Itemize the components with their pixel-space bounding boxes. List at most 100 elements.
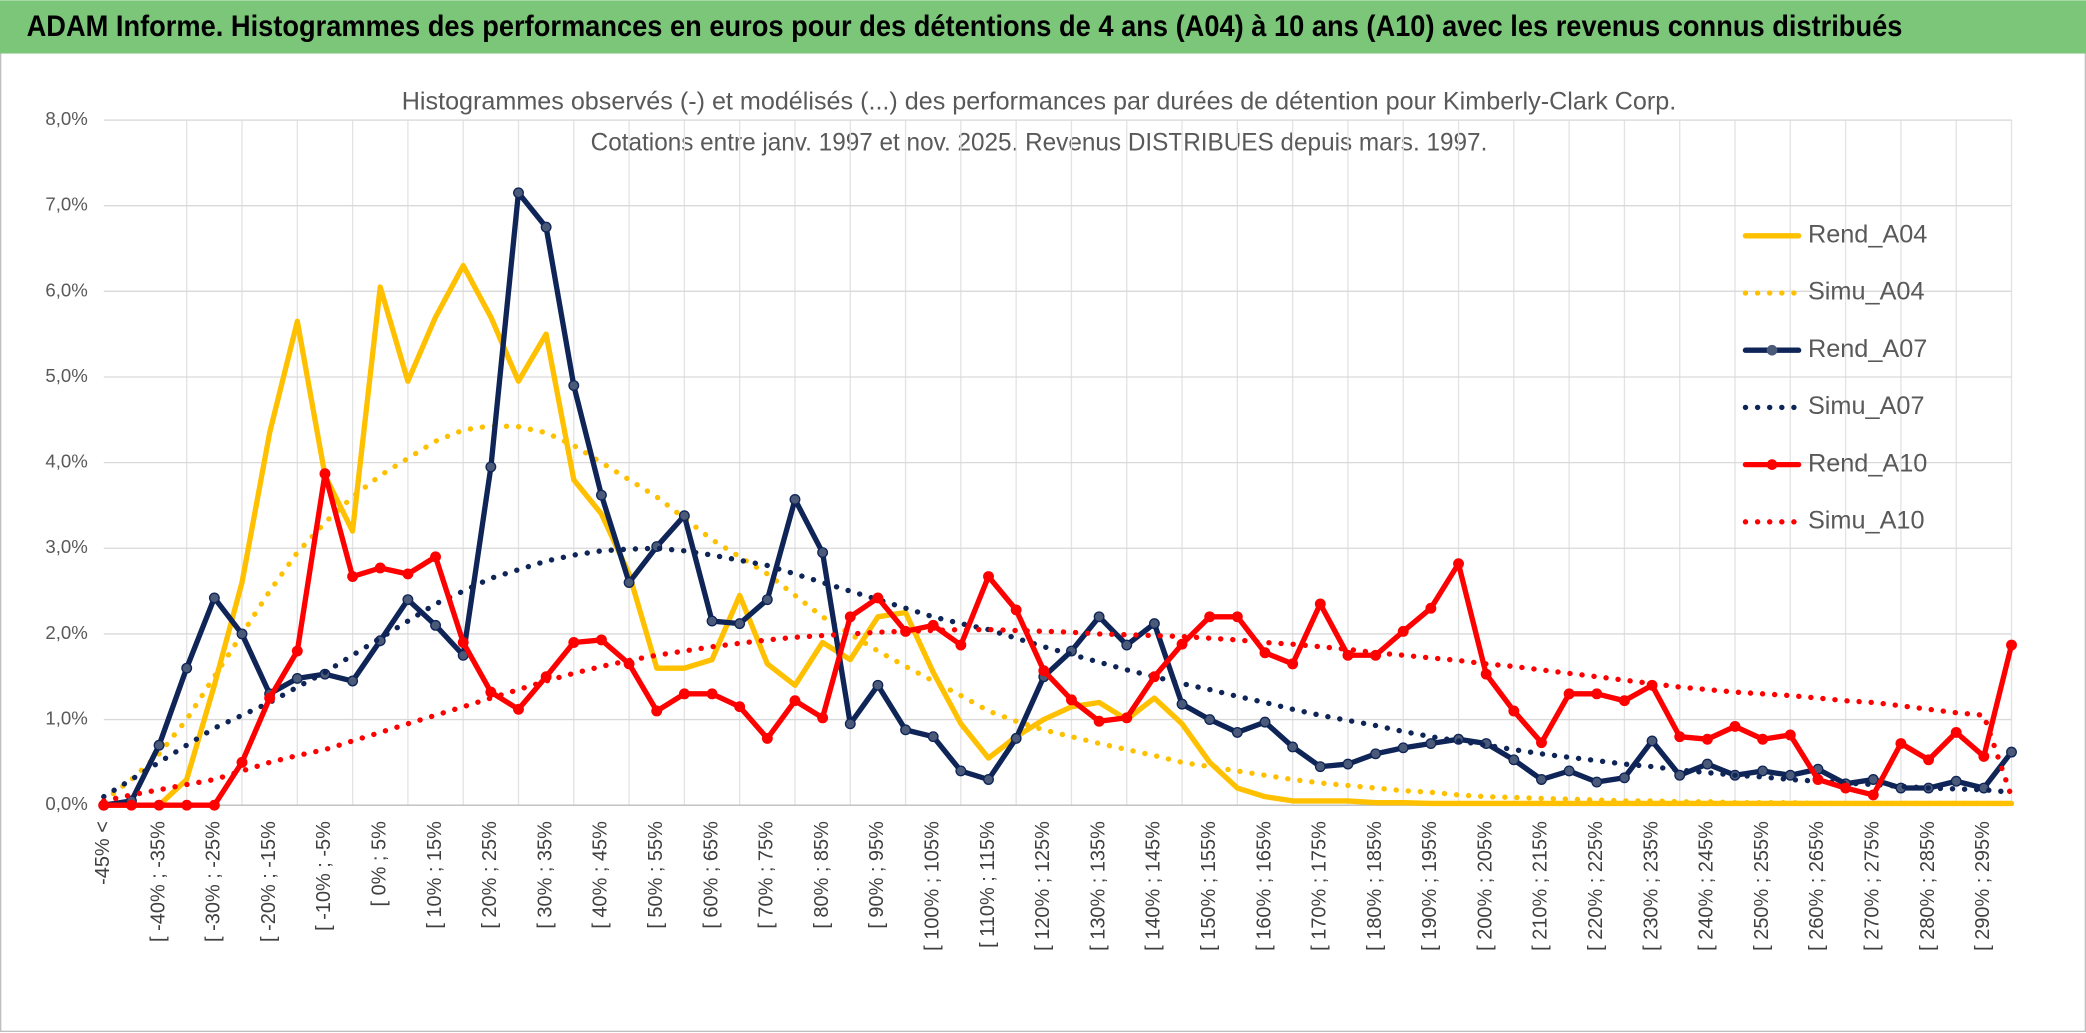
series-marker	[2006, 746, 2017, 758]
series-marker	[1867, 789, 1879, 801]
series-marker	[678, 510, 690, 522]
series-marker	[872, 592, 884, 604]
series-marker	[1010, 604, 1022, 616]
series-marker	[1342, 758, 1354, 770]
series-marker	[1646, 735, 1658, 747]
series-marker	[264, 692, 276, 704]
series-marker	[844, 718, 856, 730]
series-marker	[1342, 649, 1354, 661]
series-marker	[1563, 765, 1575, 777]
series-marker	[1923, 754, 1935, 766]
series-marker	[1757, 733, 1769, 745]
series-marker	[181, 799, 193, 811]
x-tick-label: [ 30% ; 35%	[534, 821, 556, 929]
series-marker	[1093, 611, 1105, 623]
x-tick-label: [ -10% ; -5%	[313, 821, 335, 931]
series-marker	[1536, 737, 1547, 749]
series-marker	[817, 712, 829, 724]
series-marker	[1121, 639, 1133, 651]
series-line	[101, 545, 2015, 800]
x-tick-label: [ 100% ; 105%	[921, 821, 943, 951]
x-tick-label: [ -30% ; -25%	[203, 821, 225, 942]
series-marker	[1370, 748, 1382, 760]
series-marker	[1701, 733, 1713, 745]
series-line	[101, 626, 2015, 804]
x-tick-label: [ 20% ; 25%	[479, 821, 501, 929]
series-marker	[485, 686, 497, 698]
legend-label: Simu_A07	[1808, 392, 1925, 420]
series-marker	[1176, 638, 1188, 650]
series-marker	[734, 701, 746, 713]
series-marker	[817, 547, 829, 558]
series-marker	[1148, 671, 1160, 683]
series-marker	[1397, 625, 1409, 637]
series-marker	[1148, 618, 1160, 630]
legend-label: Simu_A04	[1808, 278, 1925, 306]
series-marker	[900, 724, 912, 736]
series-marker	[1674, 731, 1686, 743]
x-tick-label: [ 0% ; 5%	[369, 821, 391, 907]
y-tick-label: 8,0%	[45, 108, 87, 129]
series-marker	[651, 705, 663, 717]
series-marker	[430, 551, 442, 563]
legend-marker	[1766, 459, 1778, 470]
series-line	[101, 262, 2015, 808]
series-marker	[236, 628, 248, 640]
series-marker	[1176, 698, 1188, 710]
series-marker	[1259, 647, 1271, 659]
series-marker	[1314, 598, 1326, 610]
series-marker	[485, 461, 497, 473]
series-marker	[623, 577, 635, 588]
series-marker	[208, 592, 220, 604]
x-tick-label: [ 110% ; 115%	[977, 821, 999, 948]
series-marker	[955, 639, 967, 651]
series-marker	[706, 615, 718, 627]
x-tick-label: [ -40% ; -35%	[147, 821, 169, 942]
series-marker	[595, 489, 607, 501]
series-marker	[125, 799, 137, 811]
x-tick-label: [ 280% ; 285%	[1917, 821, 1939, 951]
series-marker	[540, 221, 552, 233]
legend-label: Rend_A07	[1808, 335, 1927, 363]
series-marker	[208, 799, 220, 811]
series-marker	[457, 637, 469, 648]
series-marker	[1840, 782, 1852, 794]
legend-label: Rend_A10	[1808, 449, 1927, 477]
x-tick-label: [ 180% ; 185%	[1364, 821, 1386, 951]
x-tick-label: [ 260% ; 265%	[1806, 821, 1828, 951]
series-line	[101, 190, 2015, 808]
series-marker	[1701, 758, 1713, 770]
x-tick-label: [ 150% ; 155%	[1198, 821, 1220, 951]
series-marker	[1950, 775, 1962, 787]
chart-subtitle: Cotations entre janv. 1997 et nov. 2025.…	[591, 129, 1488, 157]
x-tick-label: [ 200% ; 205%	[1474, 821, 1496, 951]
legend-label: Simu_A10	[1808, 506, 1925, 534]
series-marker	[1784, 729, 1796, 741]
series-marker	[1121, 712, 1133, 724]
series-marker	[706, 688, 718, 700]
y-tick-label: 6,0%	[45, 279, 87, 300]
series-marker	[983, 571, 994, 582]
series-marker	[291, 645, 303, 657]
x-tick-label: -45% <	[92, 821, 114, 885]
series-marker	[927, 619, 939, 631]
series-marker	[761, 732, 773, 744]
series-marker	[1453, 558, 1464, 570]
series-marker	[1618, 772, 1630, 784]
series-marker	[927, 731, 939, 743]
series-marker	[789, 493, 801, 505]
x-tick-label: [ 210% ; 215%	[1530, 821, 1552, 951]
legend-marker	[1766, 344, 1778, 356]
series-marker	[1204, 611, 1216, 623]
y-tick-label: 2,0%	[45, 622, 87, 643]
series-marker	[568, 637, 580, 648]
legend-label: Rend_A04	[1808, 220, 1927, 248]
series-marker	[1259, 716, 1271, 728]
series-marker	[1784, 769, 1796, 781]
x-tick-label: [ 80% ; 85%	[811, 821, 833, 929]
series-marker	[1397, 742, 1409, 754]
chart-title: Histogrammes observés (-) et modélisés (…	[402, 87, 1676, 115]
x-tick-label: [ 230% ; 235%	[1640, 821, 1662, 951]
x-tick-label: [ 160% ; 165%	[1253, 821, 1275, 951]
series-marker	[347, 571, 359, 582]
